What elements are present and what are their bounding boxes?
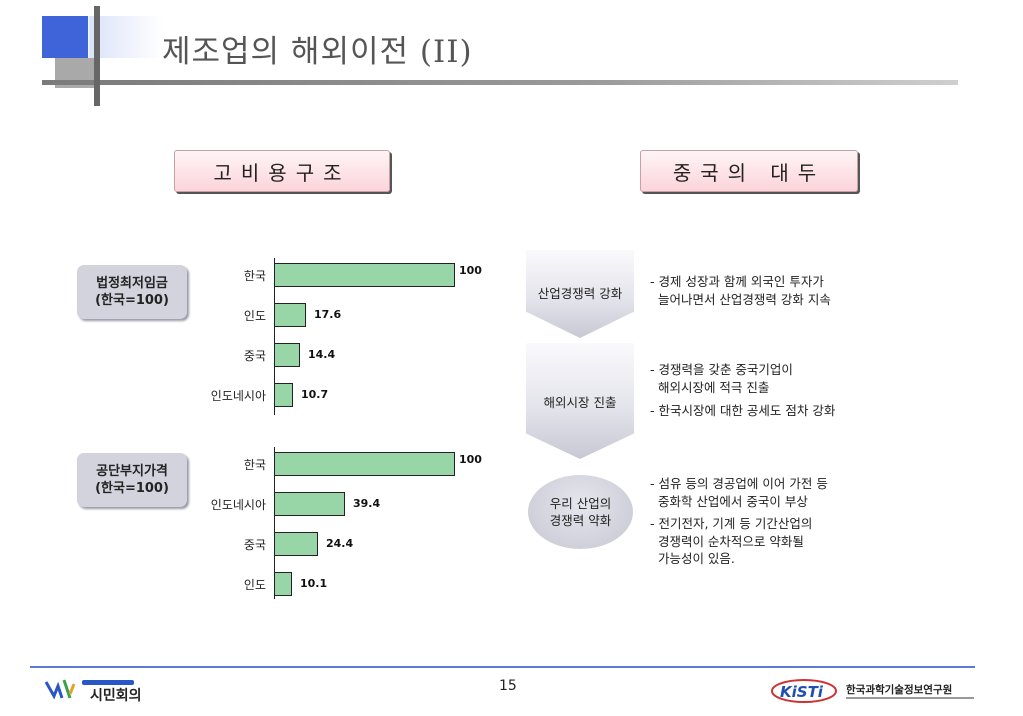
header-china-rise: 중국의 대두: [640, 150, 858, 192]
chart-value-label: 10.7: [301, 388, 329, 401]
chart-category-label: 인도: [243, 309, 266, 323]
chart-axis: [274, 258, 275, 415]
chart-bar: [274, 303, 306, 327]
category-label: 법정최저임금: [96, 276, 168, 291]
footer-right-logo-text: 한국과학기술정보연구원: [846, 683, 952, 696]
header-decoration-blue: [42, 16, 88, 58]
flow-desc-3a: - 섬유 등의 경공업에 이어 가전 등 중화학 산업에서 중국이 부상: [650, 476, 828, 509]
citizen-council-logo: 시민회의: [44, 676, 164, 708]
chart-bar: [274, 343, 300, 367]
category-label: 공단부지가격: [96, 464, 168, 479]
category-sublabel: (한국=100): [95, 293, 169, 308]
flow-desc-2a: - 경쟁력을 갖춘 중국기업이 해외시장에 적극 진출: [650, 362, 793, 395]
flow-label-3a: 우리 산업의: [549, 496, 612, 511]
chart-value-label: 100: [459, 453, 482, 466]
footer-line: [30, 666, 975, 668]
chart-bar: [274, 263, 455, 287]
category-sublabel: (한국=100): [95, 481, 169, 496]
chart-category-label: 인도네시아: [210, 389, 266, 403]
title-underline: [42, 80, 958, 85]
chart-bar: [274, 452, 455, 476]
chart-bar: [274, 492, 345, 516]
chart-value-label: 10.1: [300, 577, 328, 590]
flow-label-2: 해외시장 진출: [543, 395, 617, 410]
chart-value-label: 39.4: [353, 497, 381, 510]
chart-value-label: 24.4: [326, 537, 354, 550]
chart-value-label: 100: [459, 264, 482, 277]
kisti-logo: KiSTi 한국과학기술정보연구원: [770, 678, 980, 708]
page-number: 15: [499, 678, 517, 694]
flow-desc-2b: - 한국시장에 대한 공세도 점차 강화: [650, 403, 836, 418]
footer-right-logo-brand: KiSTi: [780, 683, 824, 701]
flow-arrow-2: [526, 343, 634, 459]
header-high-cost: 고비용구조: [174, 150, 390, 192]
chart-category-label: 인도네시아: [210, 498, 266, 512]
chart-bar: [274, 532, 318, 556]
flow-desc-3b: - 전기전자, 기계 등 기간산업의 경쟁력이 순차적으로 약화될 가능성이 있…: [650, 516, 813, 566]
chart-category-label: 한국: [243, 458, 266, 472]
chart-category-label: 중국: [243, 538, 266, 552]
header-decoration-bar: [94, 6, 100, 106]
citizen-council-logo-icon: 시민회의: [44, 679, 142, 704]
chart-value-label: 14.4: [308, 348, 336, 361]
chart-value-label: 17.6: [314, 308, 342, 321]
chart-category-label: 한국: [243, 269, 266, 283]
flow-ellipse-3: 우리 산업의 경쟁력 약화: [528, 475, 633, 549]
flow-label-1: 산업경쟁력 강화: [537, 286, 623, 301]
flow-desc-1: - 경제 성장과 함께 외국인 투자가 늘어나면서 산업경쟁력 강화 지속: [650, 274, 831, 307]
chart-bar: [274, 572, 292, 596]
chart-axis: [274, 447, 275, 599]
chart-category-label: 인도: [243, 578, 266, 592]
footer-left-logo-text: 시민회의: [90, 687, 142, 704]
chart-category-label: 중국: [243, 349, 266, 363]
flow-label-3b: 경쟁력 약화: [549, 513, 612, 528]
kisti-logo-icon: KiSTi 한국과학기술정보연구원: [771, 679, 974, 703]
category-land-price: 공단부지가격 (한국=100): [77, 453, 187, 507]
chart-bar: [274, 383, 293, 407]
category-min-wage: 법정최저임금 (한국=100): [77, 265, 187, 319]
slide-title: 제조업의 해외이전 (II): [162, 34, 473, 70]
